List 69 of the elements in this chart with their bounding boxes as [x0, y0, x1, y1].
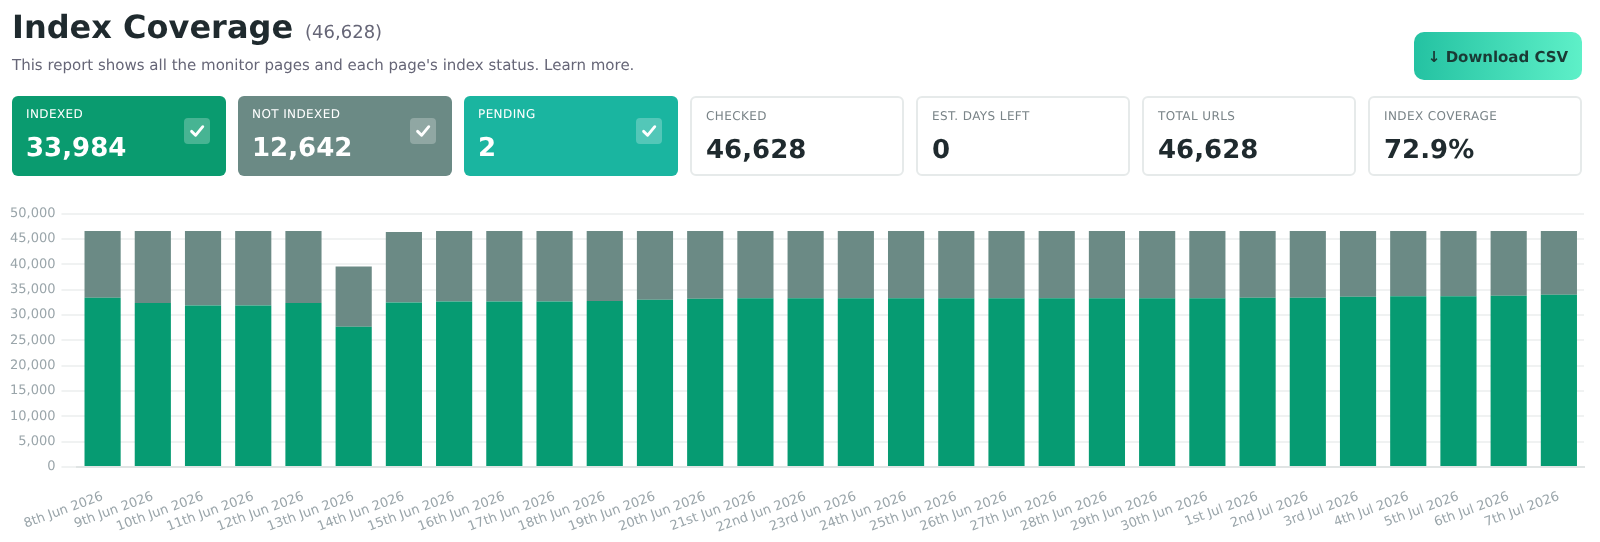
text: 0	[932, 136, 953, 166]
bar	[1490, 295, 1527, 466]
bar	[938, 231, 975, 299]
bar	[84, 231, 121, 298]
bar	[988, 231, 1025, 299]
bar	[737, 298, 774, 466]
bar	[1339, 231, 1377, 297]
bar	[1440, 231, 1477, 297]
bar	[486, 301, 523, 466]
bar	[134, 231, 171, 303]
text: 46,628	[706, 136, 809, 166]
text: 72.9%	[1384, 136, 1477, 166]
bar	[1540, 231, 1577, 295]
bar	[787, 231, 824, 299]
bar	[1490, 231, 1527, 296]
bar	[184, 305, 222, 466]
bar	[184, 231, 222, 306]
bar	[636, 231, 674, 300]
bar	[1139, 231, 1176, 299]
bar	[1088, 298, 1126, 466]
bar	[586, 300, 623, 466]
bar	[385, 232, 422, 303]
bar	[436, 301, 473, 466]
bar	[1289, 231, 1326, 298]
bar	[938, 298, 975, 466]
bar	[737, 231, 774, 299]
text: 2	[478, 134, 499, 164]
bar	[385, 302, 422, 466]
bar	[837, 231, 874, 299]
bar	[1139, 298, 1176, 466]
bar	[887, 298, 925, 466]
bar	[988, 298, 1025, 466]
bar	[1339, 296, 1377, 466]
bar	[1038, 298, 1075, 466]
bar	[636, 299, 674, 466]
bar	[787, 298, 824, 466]
bar	[134, 302, 171, 466]
bar	[285, 231, 322, 303]
bar	[436, 231, 473, 302]
text: 46,628	[1158, 136, 1261, 166]
bar	[1390, 296, 1427, 466]
text: 12,642	[252, 134, 355, 164]
bar	[536, 231, 573, 302]
bar	[335, 266, 372, 327]
bar	[837, 298, 874, 466]
bar	[1440, 296, 1477, 466]
bar	[887, 231, 925, 299]
text: 33,984	[26, 134, 129, 164]
bar	[335, 326, 372, 466]
bar	[84, 297, 121, 466]
bar	[687, 298, 724, 466]
bar	[1540, 294, 1577, 466]
chart-title: Index Coverage	[12, 8, 294, 46]
bar	[235, 231, 272, 306]
bar	[1189, 231, 1226, 299]
bar	[1390, 231, 1427, 297]
bar	[1239, 297, 1276, 466]
bar	[1289, 297, 1326, 466]
bar	[1239, 231, 1276, 298]
bar	[285, 302, 322, 466]
bar	[1189, 298, 1226, 466]
bar	[1088, 231, 1126, 299]
bar	[687, 231, 724, 299]
bar	[486, 231, 523, 302]
bar	[1038, 231, 1075, 299]
bar	[586, 231, 623, 301]
text: (46,628)	[305, 24, 383, 44]
bar	[536, 301, 573, 466]
bar	[235, 305, 272, 466]
